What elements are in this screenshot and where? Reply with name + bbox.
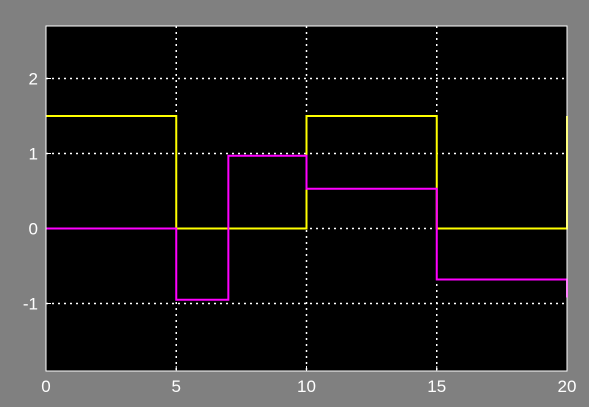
- y-tick-labels: -1 0 1 2: [23, 70, 38, 314]
- x-tick-label: 5: [172, 377, 181, 396]
- y-tick-label: 0: [29, 220, 38, 239]
- x-tick-label: 15: [427, 377, 446, 396]
- series-2-line: [46, 154, 568, 301]
- x-tick-label: 0: [41, 377, 50, 396]
- x-tick-label: 20: [558, 377, 577, 396]
- series-1-line: [46, 115, 568, 230]
- x-tick-labels: 0 5 10 15 20: [41, 377, 576, 396]
- y-tick-label: 1: [29, 145, 38, 164]
- y-tick-label: 2: [29, 70, 38, 89]
- plot-border: [45, 25, 568, 372]
- x-tick-label: 10: [297, 377, 316, 396]
- y-tick-label: -1: [23, 295, 38, 314]
- series-layer: [46, 115, 568, 301]
